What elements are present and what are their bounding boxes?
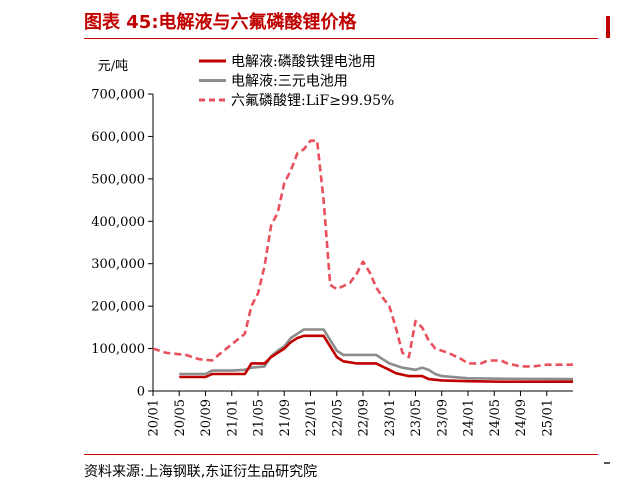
chart-title: 图表 45:电解液与六氟磷酸锂价格 (84, 12, 357, 33)
series-line-2 (152, 139, 573, 368)
x-tick-label: 24/05 (488, 399, 503, 436)
title-divider (84, 38, 598, 39)
legend-label-1: 电解液:三元电池用 (231, 74, 348, 90)
legend-label-2: 六氟磷酸锂:LiF≥99.95% (231, 93, 394, 109)
x-tick-label: 24/09 (514, 399, 529, 436)
x-tick-label: 23/05 (409, 399, 424, 436)
x-tick-label: 22/09 (357, 399, 372, 436)
y-tick-label: 700,000 (91, 88, 145, 103)
source-note: 资料来源:上海钢联,东证衍生品研究院 (84, 464, 318, 480)
x-tick-label: 21/01 (225, 399, 240, 436)
y-tick-label: 600,000 (91, 130, 145, 145)
x-tick-label: 22/05 (330, 399, 345, 436)
x-tick-label: 22/01 (304, 399, 319, 436)
y-tick-label: 500,000 (91, 172, 145, 187)
x-tick-label: 20/01 (147, 399, 162, 436)
y-tick-label: 400,000 (91, 215, 145, 230)
legend-label-0: 电解液:磷酸铁锂电池用 (231, 54, 376, 70)
y-tick-label: 0 (137, 385, 145, 400)
y-tick-label: 100,000 (91, 342, 145, 357)
series-line-0 (179, 334, 573, 383)
x-tick-label: 20/09 (199, 399, 214, 436)
y-axis-unit: 元/吨 (98, 59, 128, 74)
x-tick-label: 23/09 (435, 399, 450, 436)
y-tick-label: 300,000 (91, 257, 145, 272)
x-tick-label: 25/01 (540, 399, 555, 436)
x-tick-label: 20/05 (173, 399, 188, 436)
y-axis: 0 100,000 200,000 300,000 400,000 500,000 600,… (91, 88, 154, 400)
page-edge-dot (604, 462, 610, 464)
footer-divider (84, 454, 598, 455)
x-tick-label: 21/09 (278, 399, 293, 436)
page-edge-mark (606, 16, 610, 38)
x-tick-label: 21/05 (252, 399, 267, 436)
x-axis: 20/01 20/05 20/09 21/01 21/05 21/09 22/01 22/05… (147, 390, 573, 436)
y-tick-label: 200,000 (91, 300, 145, 315)
series-layer (152, 139, 574, 383)
series-line-1 (179, 328, 574, 381)
x-tick-label: 24/01 (462, 399, 477, 436)
x-tick-label: 23/01 (383, 399, 398, 436)
